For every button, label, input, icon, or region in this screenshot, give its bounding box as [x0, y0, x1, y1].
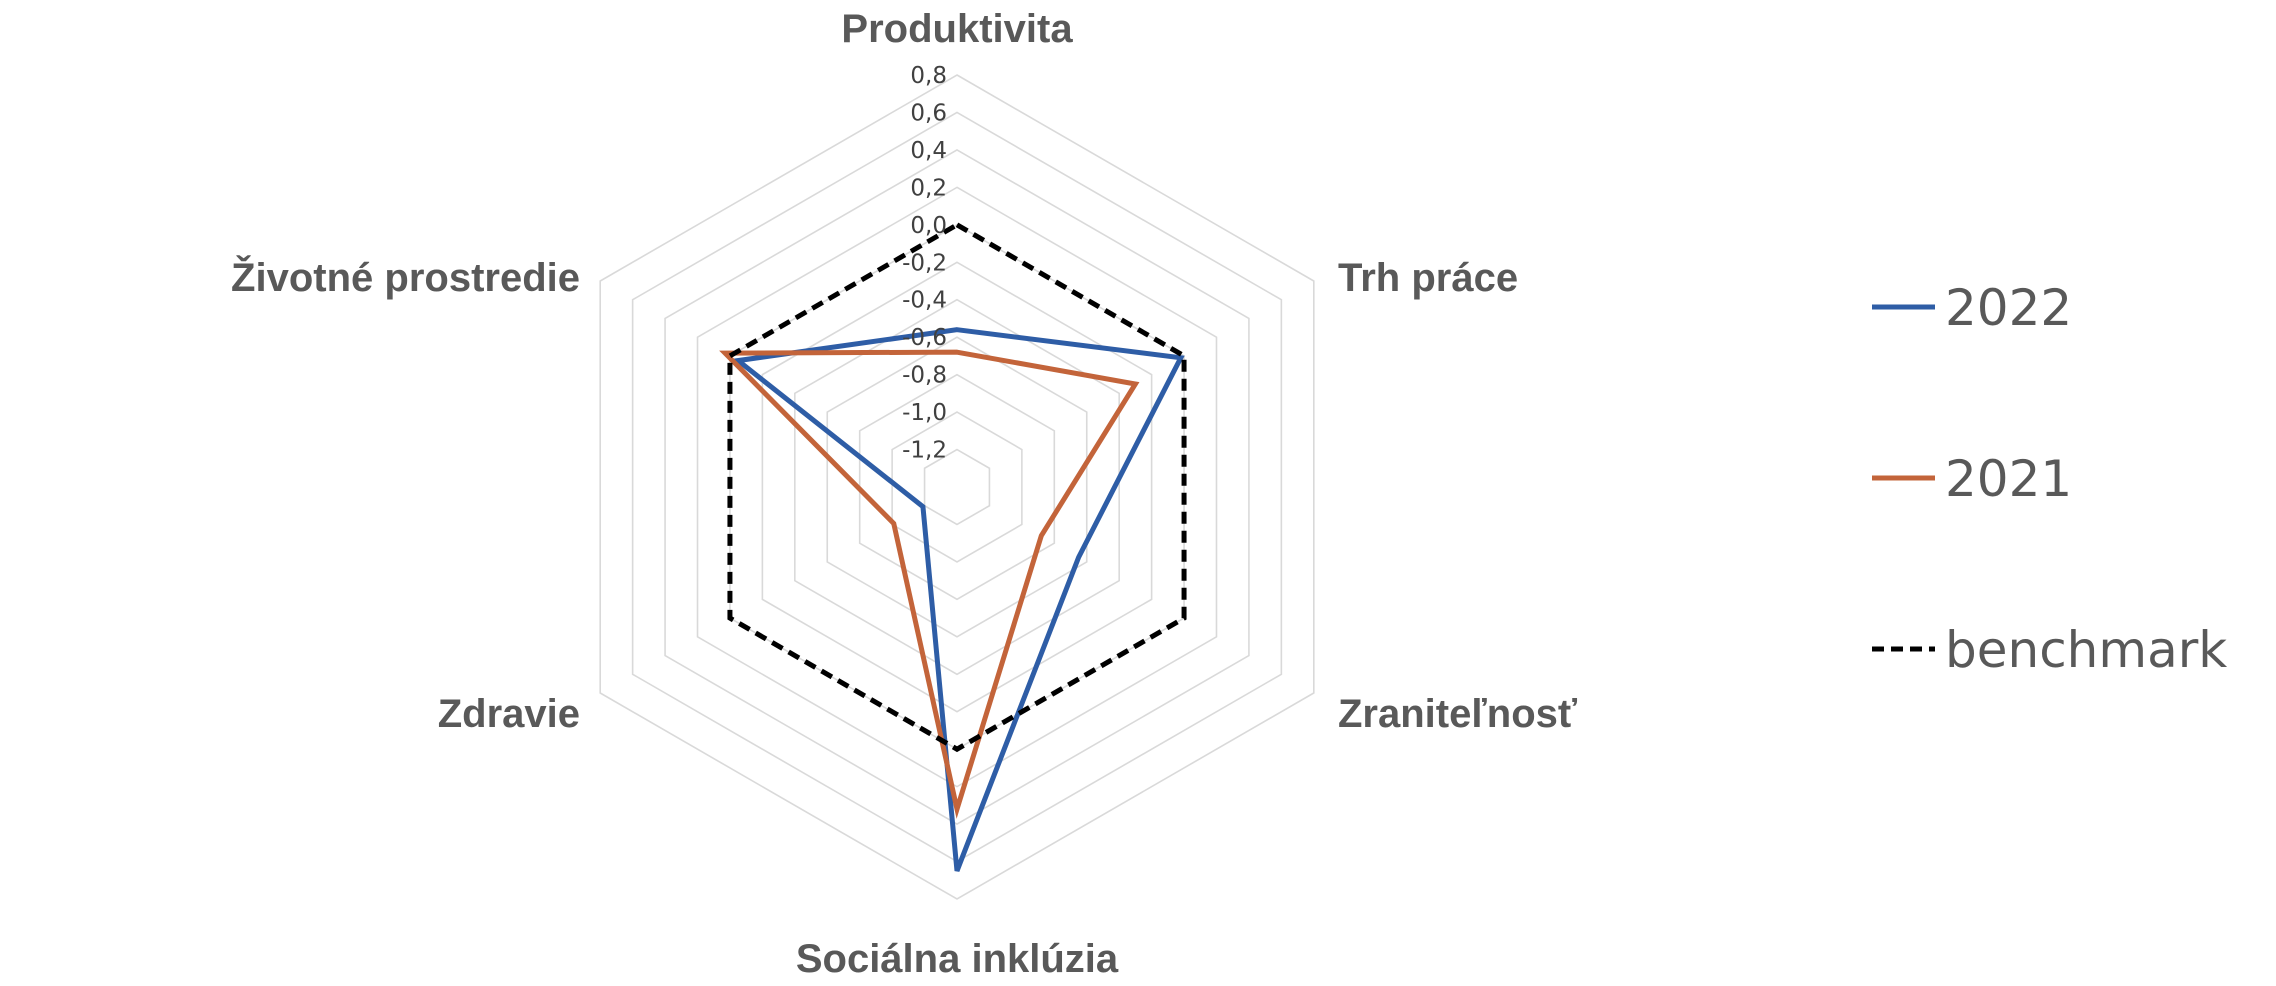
radar-series: [719, 221, 1187, 872]
grid-ring: [794, 298, 1120, 676]
category-labels: Produktivita Trh práce Zraniteľnosť Sociáln…: [231, 7, 1578, 981]
tick-label: 0,4: [910, 138, 947, 164]
category-label: Trh práce: [1338, 256, 1518, 300]
tick-label: 0,6: [910, 100, 947, 126]
grid-ring: [858, 373, 1056, 601]
series-line-2021: [719, 349, 1140, 819]
radar-grid: [599, 74, 1315, 900]
grid-ring: [664, 148, 1250, 826]
legend: 2022 2021 benchmark: [1872, 279, 2227, 679]
category-label: Zdravie: [438, 692, 580, 736]
tick-label: -0,4: [902, 288, 947, 314]
grid-ring: [891, 411, 1023, 563]
category-label: Zraniteľnosť: [1338, 692, 1578, 736]
legend-label-benchmark: benchmark: [1945, 621, 2227, 679]
grid-ring: [923, 448, 991, 526]
tick-label: 0,2: [910, 175, 947, 201]
grid-ring: [696, 186, 1218, 788]
legend-label-2021: 2021: [1945, 450, 2072, 508]
tick-label: -1,0: [902, 400, 947, 426]
radial-tick-labels: 0,8 0,6 0,4 0,2 0,0 -0,2 -0,4 -0,6 -0,8 -1,0 -1,2: [902, 63, 947, 464]
tick-label: -1,2: [902, 438, 947, 464]
grid-ring: [599, 74, 1315, 900]
tick-label: -0,6: [902, 325, 947, 351]
tick-label: 0,8: [910, 63, 947, 89]
legend-label-2022: 2022: [1945, 279, 2072, 337]
category-label: Životné prostredie: [231, 254, 580, 300]
grid-ring: [826, 336, 1088, 638]
series-line-2022: [731, 327, 1185, 872]
tick-label: 0,0: [910, 213, 947, 239]
grid-ring: [761, 261, 1153, 713]
category-label: Sociálna inklúzia: [796, 937, 1119, 981]
category-label: Produktivita: [841, 7, 1073, 51]
series-line-benchmark: [727, 221, 1187, 753]
tick-label: -0,8: [902, 363, 947, 389]
tick-label: -0,2: [902, 250, 947, 276]
